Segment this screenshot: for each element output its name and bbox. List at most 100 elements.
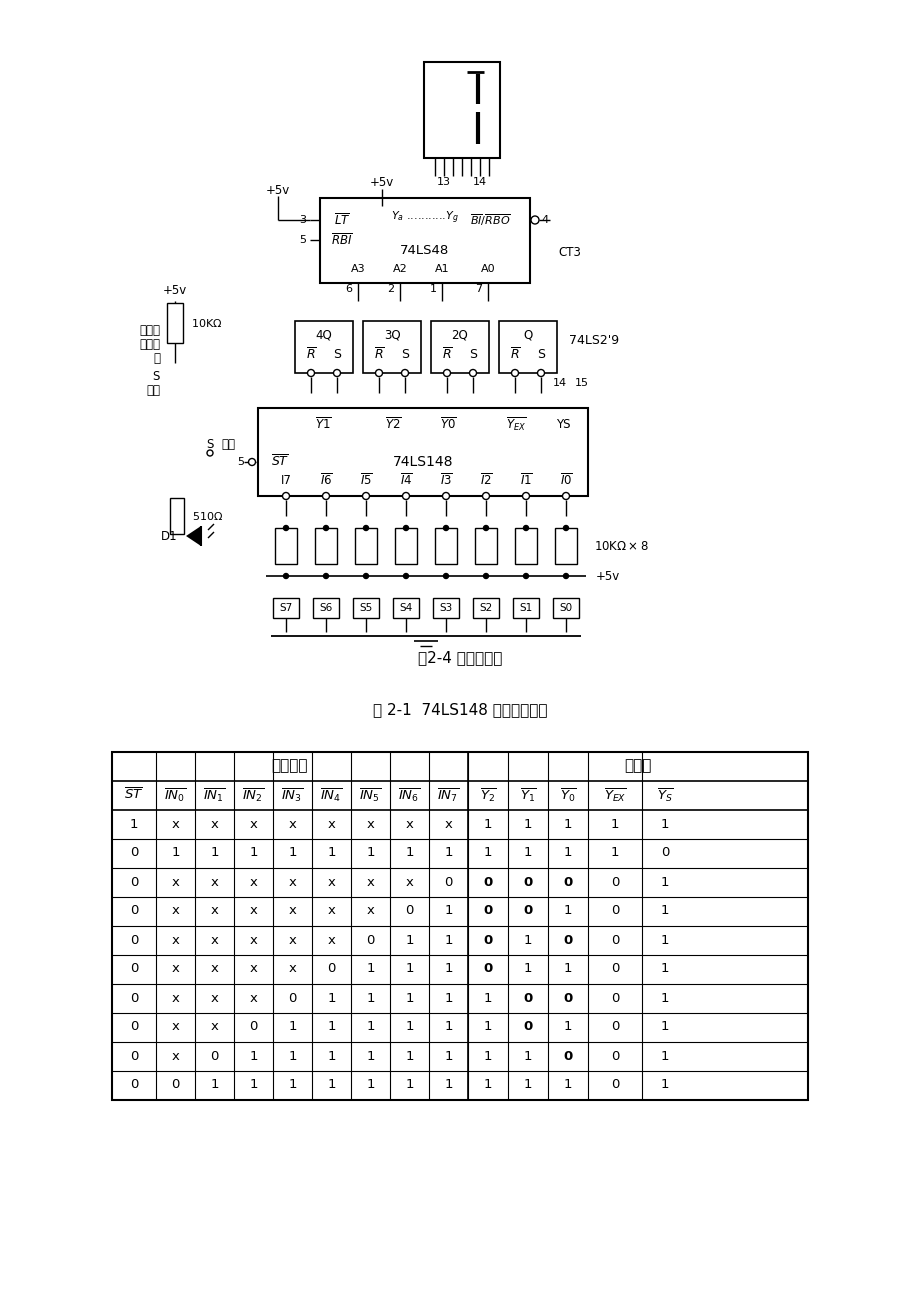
Text: 1: 1	[523, 1049, 532, 1062]
Text: 0: 0	[444, 875, 452, 888]
Text: $\overline{R}$: $\overline{R}$	[441, 348, 452, 363]
Circle shape	[363, 526, 369, 530]
Text: 0: 0	[405, 905, 414, 918]
Bar	[314, 529, 336, 564]
Text: x: x	[366, 905, 374, 918]
Text: 输　出: 输 出	[624, 759, 651, 773]
Text: x: x	[289, 905, 296, 918]
Bar	[472, 598, 498, 618]
Text: 关: 关	[153, 353, 160, 366]
Text: 0: 0	[660, 846, 668, 859]
Text: $\overline{I3}$: $\overline{I3}$	[439, 473, 452, 488]
Text: +5v: +5v	[266, 184, 289, 197]
Text: +5v: +5v	[596, 569, 619, 582]
Bar	[320, 198, 529, 283]
Text: 1: 1	[610, 846, 618, 859]
Text: x: x	[405, 875, 413, 888]
Text: 1: 1	[288, 1049, 297, 1062]
Text: x: x	[171, 992, 179, 1005]
Circle shape	[562, 526, 568, 530]
Text: I7: I7	[280, 474, 291, 487]
Circle shape	[562, 492, 569, 500]
Text: $\overline{Y_{EX}}$: $\overline{Y_{EX}}$	[603, 786, 626, 803]
Text: 1: 1	[563, 962, 572, 975]
Text: $\overline{IN_0}$: $\overline{IN_0}$	[165, 786, 187, 803]
Bar	[392, 598, 418, 618]
Text: 1: 1	[327, 1021, 335, 1034]
Text: x: x	[249, 992, 257, 1005]
Text: $\overline{I6}$: $\overline{I6}$	[319, 473, 332, 488]
Text: 1: 1	[366, 962, 374, 975]
Bar	[515, 529, 537, 564]
Text: 7: 7	[475, 284, 482, 294]
Text: 0: 0	[610, 992, 618, 1005]
Text: x: x	[171, 818, 179, 831]
Text: 0: 0	[482, 934, 492, 947]
Circle shape	[511, 370, 518, 376]
Circle shape	[333, 370, 340, 376]
Text: $Y_a$ ...........$Y_g$: $Y_a$ ...........$Y_g$	[391, 210, 459, 227]
Text: 1: 1	[249, 1049, 257, 1062]
Text: 1: 1	[404, 1049, 414, 1062]
Text: $\overline{IN_5}$: $\overline{IN_5}$	[359, 786, 381, 803]
Circle shape	[403, 573, 408, 578]
Text: 1: 1	[366, 1049, 374, 1062]
Text: 1: 1	[660, 905, 668, 918]
Text: 1: 1	[523, 962, 532, 975]
Circle shape	[443, 370, 450, 376]
Text: 1: 1	[288, 846, 297, 859]
Text: S2: S2	[479, 603, 492, 613]
Text: 1: 1	[444, 1049, 452, 1062]
Text: 0: 0	[482, 962, 492, 975]
Text: 0: 0	[610, 875, 618, 888]
Text: 0: 0	[562, 992, 572, 1005]
Text: x: x	[327, 905, 335, 918]
Text: $\overline{ST}$: $\overline{ST}$	[270, 454, 289, 470]
Text: x: x	[210, 905, 218, 918]
Bar	[273, 598, 299, 618]
Text: 1: 1	[483, 846, 492, 859]
Text: x: x	[249, 818, 257, 831]
Text: x: x	[210, 962, 218, 975]
Text: 表 2-1  74LS148 的功能真值表: 表 2-1 74LS148 的功能真值表	[372, 703, 547, 717]
Text: $\overline{Y_S}$: $\overline{Y_S}$	[656, 786, 673, 803]
Text: x: x	[171, 934, 179, 947]
Text: 1: 1	[563, 1078, 572, 1091]
Text: x: x	[327, 875, 335, 888]
Text: 1: 1	[171, 846, 179, 859]
Text: 0: 0	[171, 1078, 179, 1091]
Text: 0: 0	[130, 934, 138, 947]
Text: 0: 0	[523, 875, 532, 888]
Text: 0: 0	[130, 1021, 138, 1034]
Text: $\overline{Y_{EX}}$: $\overline{Y_{EX}}$	[505, 415, 526, 432]
Text: $\overline{I4}$: $\overline{I4}$	[399, 473, 412, 488]
Text: 图2-4 抢答器电路: 图2-4 抢答器电路	[417, 651, 502, 665]
Text: x: x	[289, 875, 296, 888]
Text: 1: 1	[444, 934, 452, 947]
Text: 0: 0	[288, 992, 296, 1005]
Text: x: x	[289, 934, 296, 947]
Text: 1: 1	[327, 992, 335, 1005]
Text: 1: 1	[563, 846, 572, 859]
Circle shape	[523, 573, 528, 578]
Text: 10K$\Omega\times$8: 10K$\Omega\times$8	[594, 539, 648, 552]
Text: 0: 0	[366, 934, 374, 947]
Text: 3: 3	[299, 215, 306, 225]
Text: $\overline{ST}$: $\overline{ST}$	[124, 788, 143, 803]
Bar	[435, 529, 457, 564]
Text: 1: 1	[210, 846, 219, 859]
Text: S: S	[153, 370, 160, 383]
Text: S4: S4	[399, 603, 413, 613]
Bar	[430, 322, 489, 372]
Text: $\overline{I2}$: $\overline{I2}$	[479, 473, 492, 488]
Text: 1: 1	[444, 992, 452, 1005]
Text: 14: 14	[552, 378, 566, 388]
Text: 1: 1	[523, 818, 532, 831]
Text: 0: 0	[130, 905, 138, 918]
Text: A1: A1	[434, 264, 448, 273]
Text: $\overline{Y2}$: $\overline{Y2}$	[384, 417, 401, 432]
Text: 1: 1	[660, 1049, 668, 1062]
Text: 0: 0	[523, 992, 532, 1005]
Circle shape	[375, 370, 382, 376]
Text: S3: S3	[439, 603, 452, 613]
